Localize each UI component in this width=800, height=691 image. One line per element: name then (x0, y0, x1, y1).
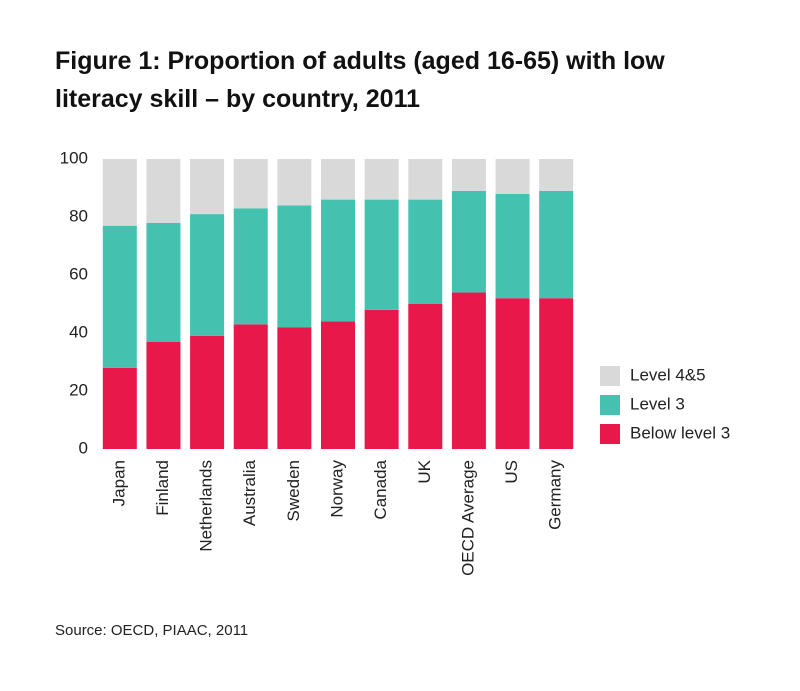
bar-segment (277, 159, 312, 206)
bar-segment (146, 341, 181, 449)
bar-segment (102, 225, 137, 368)
bar-segment (451, 292, 486, 449)
bar-segment (233, 324, 268, 449)
bar-segment (539, 159, 574, 191)
y-tick-label: 80 (69, 206, 88, 225)
source-note: Source: OECD, PIAAC, 2011 (55, 622, 249, 639)
chart-title: Figure 1: Proportion of adults (aged 16-… (55, 47, 665, 113)
legend-swatch (600, 395, 620, 415)
x-tick-label: Sweden (284, 460, 303, 521)
bar-segment (495, 298, 530, 449)
x-tick-label: Finland (153, 460, 172, 516)
bar-segment (146, 222, 181, 342)
bar-segment (146, 159, 181, 223)
legend-swatch (600, 424, 620, 444)
legend-label: Level 4&5 (630, 365, 706, 384)
bar-segment (539, 190, 574, 299)
bar-segment (190, 335, 225, 449)
x-tick-label: Canada (371, 459, 390, 519)
bar-segment (190, 214, 225, 336)
bar-segment (190, 159, 225, 215)
bar-segment (539, 298, 574, 449)
x-tick-label: UK (415, 459, 434, 483)
x-tick-label: US (502, 460, 521, 484)
x-tick-label: Norway (327, 460, 346, 518)
bar-segment (408, 199, 443, 304)
x-tick-label: Netherlands (197, 460, 216, 552)
bar-segment (102, 367, 137, 449)
bar-segment (102, 159, 137, 226)
bar-segment (364, 159, 399, 200)
bar-segment (451, 159, 486, 191)
legend-swatch (600, 366, 620, 386)
bar-segment (364, 309, 399, 449)
y-tick-label: 0 (79, 438, 88, 457)
y-tick-label: 100 (60, 148, 88, 167)
x-tick-label: Germany (546, 460, 565, 530)
y-tick-label: 60 (69, 264, 88, 283)
y-tick-label: 40 (69, 322, 88, 341)
x-tick-label: Japan (109, 460, 128, 506)
bar-segment (321, 199, 355, 322)
legend-label: Below level 3 (630, 423, 730, 442)
bar-segment (495, 193, 530, 299)
x-tick-label: OECD Average (458, 460, 477, 576)
bar-segment (451, 190, 486, 293)
bar-segment (408, 159, 443, 200)
legend-label: Level 3 (630, 394, 685, 413)
bar-segment (408, 304, 443, 449)
bar-segment (495, 159, 530, 194)
bar-segment (277, 327, 312, 449)
bar-segment (321, 321, 355, 449)
y-tick-label: 20 (69, 380, 88, 399)
chart: 0 20 40 60 80 100 Japan Finland Netherlands Austr… (60, 148, 731, 576)
bar-segment (233, 159, 268, 209)
x-tick-label: Australia (240, 459, 259, 526)
bar-segment (277, 205, 312, 328)
bar-segment (321, 159, 355, 200)
bar-segment (364, 199, 399, 310)
bar-segment (233, 208, 268, 325)
